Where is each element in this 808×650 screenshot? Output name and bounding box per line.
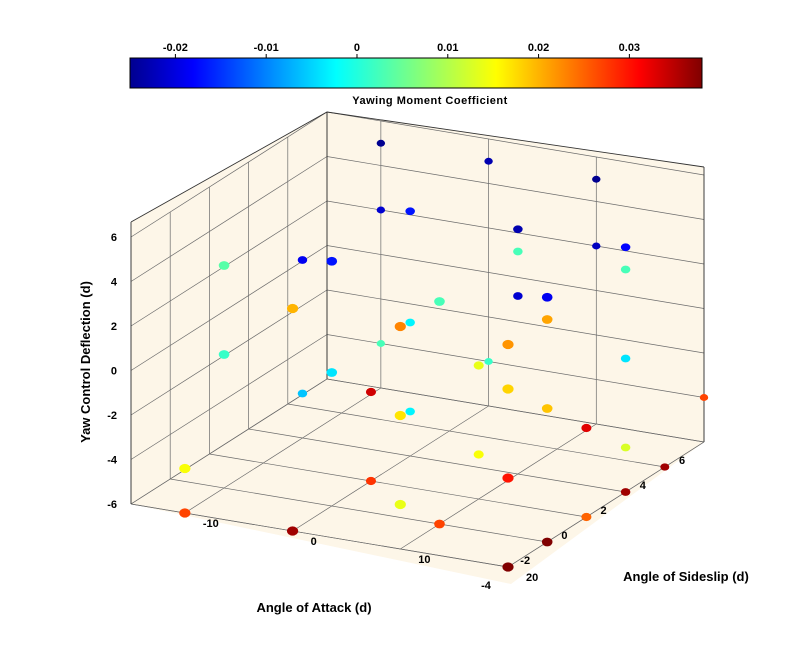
- z-tick-label: 2: [111, 321, 117, 333]
- data-point: [297, 389, 308, 398]
- z-axis-label: Yaw Control Deflection (d): [78, 281, 93, 443]
- colorbar-tick-label: 0: [354, 42, 360, 54]
- data-point: [513, 292, 523, 300]
- data-point: [541, 292, 553, 302]
- colorbar-gradient: [129, 57, 703, 89]
- attack-tick-label: 0: [561, 530, 567, 542]
- z-tick-label: 0: [111, 366, 117, 378]
- data-point: [473, 450, 484, 459]
- z-axis-ticks: -6 -4 -2 0 2 4 6: [107, 232, 118, 511]
- data-point: [218, 350, 230, 359]
- sideslip-tick-label: 10: [418, 554, 430, 566]
- attack-tick-label: 6: [679, 455, 685, 467]
- data-point: [405, 318, 415, 327]
- sideslip-tick-label: -10: [203, 518, 219, 530]
- data-point: [365, 387, 377, 397]
- colorbar: -0.02 -0.01 0 0.01 0.02 0.03 Yawing Moment Co…: [129, 42, 703, 107]
- data-point: [660, 463, 670, 471]
- data-point: [326, 256, 338, 266]
- z-tick-label: -6: [107, 499, 117, 511]
- data-point: [620, 354, 631, 363]
- data-point: [394, 410, 406, 421]
- data-point: [434, 519, 445, 529]
- data-point: [434, 297, 445, 306]
- data-points: [179, 139, 709, 572]
- attack-axis-label: Angle of Attack (d): [256, 600, 371, 615]
- data-point: [513, 225, 523, 234]
- data-point: [297, 256, 308, 264]
- floor-pane: [131, 379, 704, 584]
- attack-tick-label: -4: [481, 580, 492, 592]
- data-point: [179, 508, 191, 518]
- z-tick-label: 6: [111, 232, 117, 244]
- data-point: [365, 476, 377, 486]
- data-point: [699, 394, 709, 401]
- data-point: [502, 473, 514, 483]
- data-point: [620, 265, 631, 274]
- attack-tick-label: 4: [640, 480, 647, 492]
- attack-axis-ticks: -4 -2 0 2 4 6: [481, 455, 685, 592]
- data-point: [394, 321, 406, 332]
- data-point: [179, 463, 191, 474]
- data-point: [541, 537, 553, 547]
- plot-panes: [131, 112, 704, 584]
- data-point: [620, 443, 631, 452]
- data-point: [286, 526, 299, 536]
- data-point: [581, 423, 592, 433]
- data-point: [541, 315, 553, 324]
- sideslip-tick-label: 20: [526, 572, 538, 584]
- data-point: [376, 340, 386, 347]
- data-point: [620, 243, 631, 252]
- data-point: [376, 206, 386, 214]
- colorbar-ticks: -0.02 -0.01 0 0.01 0.02 0.03: [163, 42, 640, 58]
- data-point: [592, 175, 601, 183]
- attack-tick-label: -2: [520, 555, 530, 567]
- data-point: [376, 139, 386, 147]
- data-point: [502, 384, 514, 394]
- sideslip-tick-label: 0: [311, 536, 317, 548]
- colorbar-tick-label: 0.01: [437, 42, 458, 54]
- z-tick-label: -4: [107, 455, 118, 467]
- data-point: [484, 358, 493, 365]
- colorbar-tick-label: 0.03: [619, 42, 640, 54]
- sideslip-axis-ticks: 20 10 0 -10: [203, 518, 538, 584]
- data-point: [541, 404, 553, 413]
- data-point: [218, 261, 230, 270]
- colorbar-label: Yawing Moment Coefficient: [352, 95, 508, 107]
- sideslip-axis-label: Angle of Sideslip (d): [623, 569, 749, 584]
- colorbar-tick-label: 0.02: [528, 42, 549, 54]
- data-point: [581, 512, 592, 522]
- data-point: [502, 339, 514, 350]
- data-point: [394, 499, 406, 510]
- data-point: [502, 562, 514, 572]
- data-point: [405, 207, 415, 216]
- data-point: [405, 407, 415, 416]
- data-point: [484, 157, 493, 165]
- data-point: [592, 242, 601, 250]
- z-tick-label: 4: [111, 277, 118, 289]
- data-point: [620, 488, 631, 496]
- colorbar-tick-label: -0.02: [163, 42, 188, 54]
- z-tick-label: -2: [107, 410, 117, 422]
- attack-tick-label: 2: [601, 505, 607, 517]
- data-point: [286, 303, 299, 314]
- data-point: [326, 368, 338, 377]
- data-point: [513, 247, 523, 256]
- colorbar-tick-label: -0.01: [254, 42, 279, 54]
- data-point: [473, 361, 484, 370]
